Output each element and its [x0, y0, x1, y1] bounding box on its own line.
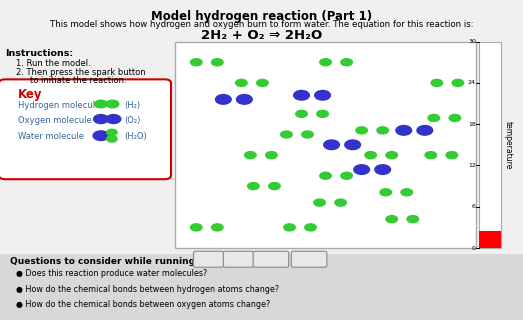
Circle shape — [257, 79, 268, 86]
Circle shape — [377, 127, 389, 134]
Text: 30: 30 — [468, 39, 476, 44]
Text: 18: 18 — [468, 122, 476, 127]
Text: ● How do the chemical bonds between oxygen atoms change?: ● How do the chemical bonds between oxyg… — [16, 300, 270, 309]
Text: Model hydrogen reaction (Part 1): Model hydrogen reaction (Part 1) — [151, 10, 372, 23]
Circle shape — [380, 189, 391, 196]
Circle shape — [341, 172, 353, 179]
Circle shape — [396, 125, 412, 135]
Text: temperature: temperature — [503, 121, 513, 169]
Circle shape — [315, 91, 331, 100]
Text: This model shows how hydrogen and oxygen burn to form water. The equation for th: This model shows how hydrogen and oxygen… — [50, 20, 473, 29]
FancyBboxPatch shape — [253, 251, 289, 267]
Circle shape — [365, 152, 377, 159]
Circle shape — [93, 131, 109, 140]
Circle shape — [248, 182, 259, 189]
Bar — [479, 42, 501, 248]
Bar — [175, 42, 476, 248]
Text: Reset: Reset — [260, 255, 281, 264]
Text: ● How do the chemical bonds between hydrogen atoms change?: ● How do the chemical bonds between hydr… — [16, 285, 279, 294]
Circle shape — [354, 165, 369, 174]
Circle shape — [245, 152, 256, 159]
Circle shape — [296, 110, 307, 117]
Circle shape — [94, 115, 108, 124]
Circle shape — [335, 199, 346, 206]
Circle shape — [211, 224, 223, 231]
Text: Hydrogen molecule: Hydrogen molecule — [18, 101, 101, 110]
Text: (O₂): (O₂) — [124, 116, 141, 125]
Circle shape — [345, 140, 360, 150]
Circle shape — [95, 100, 107, 108]
Circle shape — [269, 182, 280, 189]
Circle shape — [266, 152, 277, 159]
Bar — [479, 231, 501, 248]
Circle shape — [452, 79, 463, 86]
Circle shape — [236, 79, 247, 86]
Text: 6: 6 — [472, 204, 476, 209]
Circle shape — [106, 115, 121, 124]
Circle shape — [407, 216, 418, 223]
Circle shape — [107, 136, 117, 142]
Text: stop: stop — [230, 255, 247, 264]
Circle shape — [320, 59, 332, 66]
Circle shape — [431, 79, 442, 86]
Text: (H₂O): (H₂O) — [124, 132, 147, 141]
Circle shape — [293, 91, 310, 100]
Text: 2H₂ + O₂ ⇒ 2H₂O: 2H₂ + O₂ ⇒ 2H₂O — [201, 29, 322, 43]
Circle shape — [356, 127, 367, 134]
Circle shape — [305, 224, 316, 231]
Text: Questions to consider while running the model:: Questions to consider while running the … — [10, 257, 254, 266]
Circle shape — [190, 59, 202, 66]
FancyBboxPatch shape — [291, 251, 327, 267]
Text: 12: 12 — [468, 163, 476, 168]
Circle shape — [428, 115, 439, 122]
Circle shape — [386, 216, 397, 223]
Text: to initiate the reaction.: to initiate the reaction. — [30, 76, 127, 85]
FancyBboxPatch shape — [0, 79, 171, 179]
FancyBboxPatch shape — [194, 251, 224, 267]
FancyBboxPatch shape — [223, 251, 254, 267]
Circle shape — [283, 224, 295, 231]
Text: Spark: Spark — [298, 255, 320, 264]
Circle shape — [107, 129, 117, 136]
Circle shape — [320, 172, 332, 179]
Circle shape — [375, 165, 391, 174]
Text: Oxygen molecule: Oxygen molecule — [18, 116, 92, 125]
Text: 24: 24 — [468, 80, 476, 85]
Circle shape — [341, 59, 353, 66]
Circle shape — [386, 152, 397, 159]
Text: 0: 0 — [472, 245, 476, 251]
Circle shape — [281, 131, 292, 138]
Text: (H₂): (H₂) — [124, 101, 141, 110]
Circle shape — [401, 189, 413, 196]
Text: Key: Key — [18, 88, 43, 101]
Circle shape — [317, 110, 328, 117]
Circle shape — [190, 224, 202, 231]
Text: 2. Then press the spark button: 2. Then press the spark button — [16, 68, 145, 77]
Circle shape — [106, 100, 119, 108]
Circle shape — [302, 131, 313, 138]
Circle shape — [314, 199, 325, 206]
Bar — [0, 254, 523, 320]
Circle shape — [211, 59, 223, 66]
Circle shape — [449, 115, 461, 122]
Text: 1. Run the model.: 1. Run the model. — [16, 59, 90, 68]
Circle shape — [417, 125, 433, 135]
Circle shape — [446, 152, 458, 159]
Text: Water molecule: Water molecule — [18, 132, 84, 141]
Circle shape — [236, 95, 252, 104]
Text: run: run — [202, 255, 215, 264]
Circle shape — [324, 140, 339, 150]
Circle shape — [425, 152, 437, 159]
Circle shape — [215, 95, 231, 104]
Text: Instructions:: Instructions: — [5, 49, 73, 58]
Text: ● Does this reaction produce water molecules?: ● Does this reaction produce water molec… — [16, 269, 207, 278]
